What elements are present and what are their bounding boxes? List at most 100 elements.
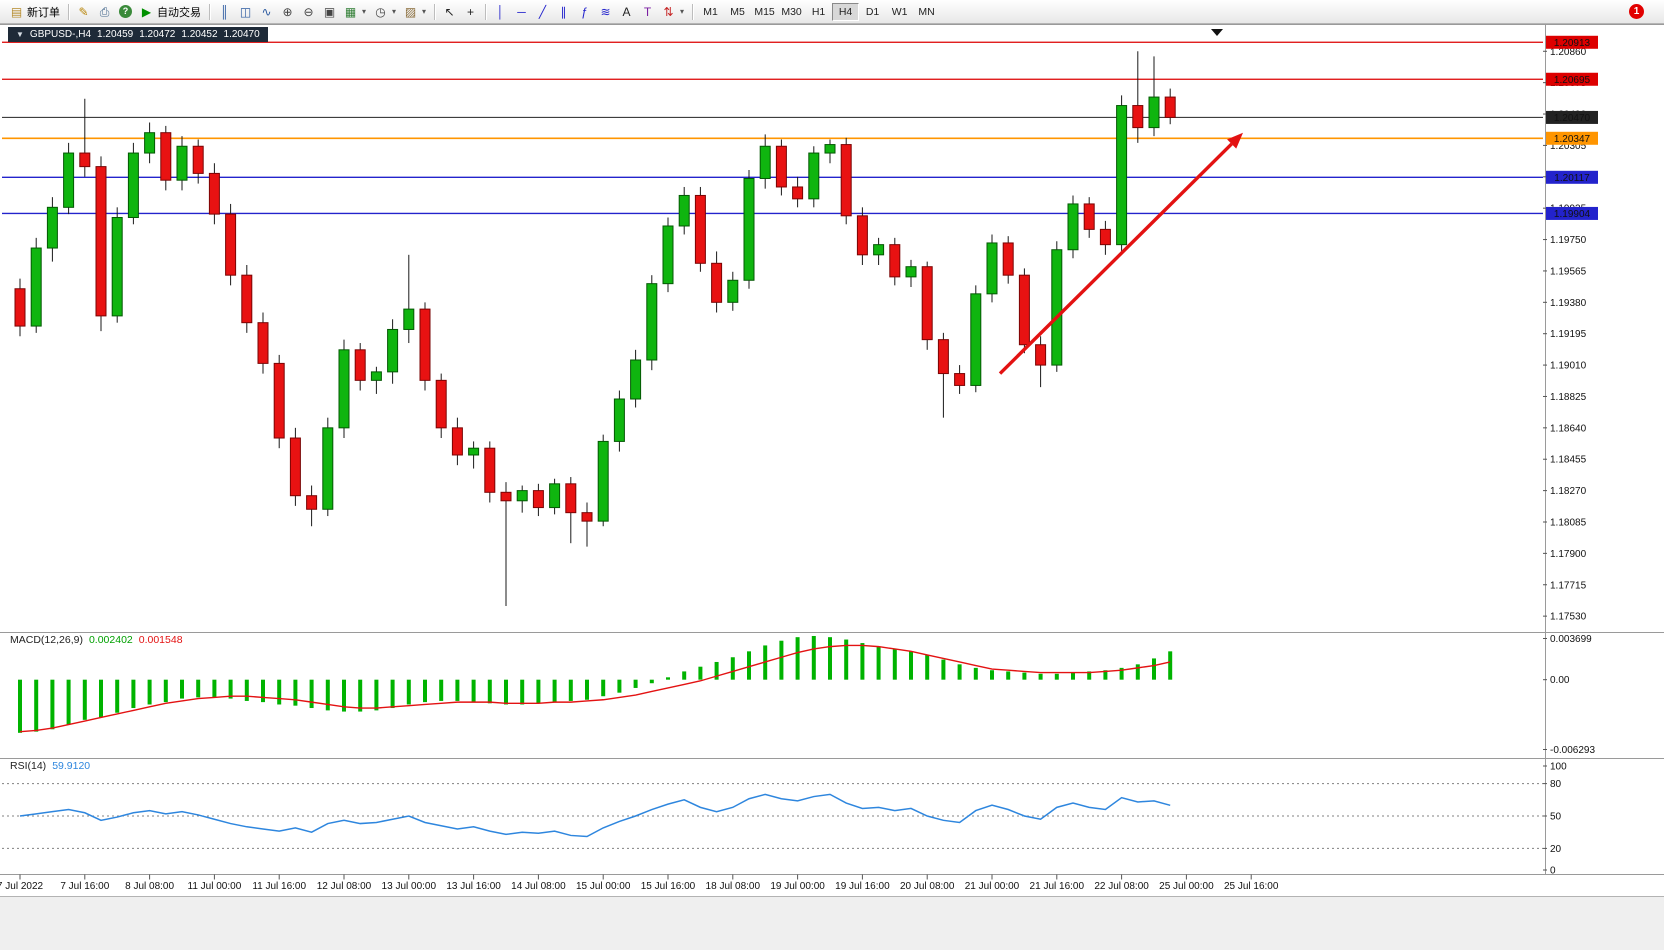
time-axis-label: 20 Jul 08:00 [900,881,955,892]
candle-down [1164,96,1176,118]
periods-button[interactable]: ◷ ▾ [370,2,400,22]
candle-down [208,172,220,215]
candle-down [1002,242,1014,276]
line-chart-icon: ∿ [261,4,272,19]
new-chart-icon: ▦ [344,4,357,19]
time-axis-label: 15 Jul 00:00 [576,881,631,892]
candle-up [387,328,399,373]
candlestick-button[interactable]: ◫ [235,2,256,22]
timeframe-button-MN[interactable]: MN [913,3,940,21]
template-icon: ▨ [404,4,417,19]
arrows-button[interactable]: ⇅ ▾ [658,2,688,22]
zoom-out-button[interactable]: ⊖ [298,2,319,22]
time-axis-label: 11 Jul 16:00 [252,881,306,892]
label-button[interactable]: T [637,2,658,22]
candle-up [176,145,188,181]
price-axis-label: 1.20120 [1550,172,1587,183]
tile-windows-button[interactable]: ▣ [319,2,340,22]
new-order-button[interactable]: ▤ 新订单 [6,2,64,22]
metaeditor-button[interactable]: ✎ [73,2,94,22]
zoom-in-button[interactable]: ⊕ [277,2,298,22]
trendline-button[interactable]: ╱ [532,2,553,22]
candle-up [808,152,820,200]
macd-histogram-bar [779,640,784,680]
candle-up [646,283,658,361]
macd-histogram-bar [1087,671,1092,680]
play-icon: ▶ [141,4,152,19]
candle-down [451,427,463,456]
new-chart-button[interactable]: ▦ ▾ [340,2,370,22]
timeframe-button-H4[interactable]: H4 [832,2,860,21]
candle-down [1099,228,1111,246]
price-marker-label: 1.20695 [1554,75,1591,86]
macd-histogram-bar [50,679,55,730]
candle-up [370,371,382,381]
macd-histogram-bar [876,646,881,680]
line-chart-button[interactable]: ∿ [256,2,277,22]
timeframe-button-M30[interactable]: M30 [778,3,805,21]
price-marker-box [1546,72,1598,86]
autotrade-button[interactable]: ▶ 自动交易 [136,2,205,22]
notification-badge[interactable]: 1 [1629,4,1644,19]
macd-histogram-bar [909,651,913,680]
rsi-axis-label: 20 [1550,844,1562,855]
crosshair-button[interactable]: + [460,2,481,22]
candle-up [597,440,609,522]
timeframe-button-W1[interactable]: W1 [886,3,913,21]
timeframe-button-M5[interactable]: M5 [724,3,751,21]
macd-histogram-bar [1152,658,1156,680]
candle-down [14,288,26,327]
macd-histogram-bar [487,679,492,704]
text-button[interactable]: A [616,2,637,22]
candle-down [792,186,804,200]
dropdown-caret-icon: ▾ [422,7,427,16]
bar-chart-button[interactable]: ║ [214,2,235,22]
candle-down [435,379,447,429]
print-button[interactable]: ⎙ [94,2,115,22]
candle-down [856,215,868,256]
hline-icon: ─ [517,4,526,19]
price-axis-label: 1.19750 [1550,235,1587,246]
new-order-icon: ▤ [10,4,23,19]
time-axis-label: 21 Jul 00:00 [965,881,1020,892]
candle-down [840,144,852,217]
vline-button[interactable]: │ [490,2,511,22]
cycle-lines-button[interactable]: ≋ [595,2,616,22]
hline-button[interactable]: ─ [511,2,532,22]
templates-button[interactable]: ▨ ▾ [400,2,430,22]
candle-up [986,242,998,295]
macd-histogram-bar [1038,673,1043,680]
dropdown-caret-icon: ▾ [392,7,397,16]
rsi-axis-label: 50 [1550,812,1562,823]
price-axis-label: 1.19195 [1550,329,1587,340]
candle-down [95,166,107,317]
time-axis-label: 19 Jul 00:00 [770,881,825,892]
macd-histogram-bar [520,679,525,705]
price-marker-label: 1.19904 [1554,209,1591,220]
timeframe-button-H1[interactable]: H1 [805,3,832,21]
candle-down [921,266,933,341]
candle-down [711,262,723,303]
open-price: 1.20459 [97,29,134,40]
timeframe-button-D1[interactable]: D1 [859,3,886,21]
macd-histogram-bar [1022,672,1027,680]
macd-main-value: 0.002402 [88,634,133,646]
help-button[interactable]: ? [115,2,136,22]
price-axis-label: 1.20675 [1550,78,1587,89]
channel-button[interactable]: ∥ [553,2,574,22]
price-axis-label: 1.18270 [1550,486,1587,497]
low-price: 1.20452 [181,29,218,40]
candle-down [419,308,431,381]
timeframe-button-M1[interactable]: M1 [697,3,724,21]
zoom-in-icon: ⊕ [282,4,293,19]
collapse-trade-panel-icon[interactable]: ▼ [16,30,24,39]
macd-histogram-bar [439,679,444,701]
timeframe-button-M15[interactable]: M15 [751,3,778,21]
cursor-button[interactable]: ↖ [439,2,460,22]
fibonacci-button[interactable]: ƒ [574,2,595,22]
price-marker-box [1546,170,1598,184]
candle-up [630,359,642,400]
candle-down [225,213,237,276]
text-icon: A [622,4,631,19]
